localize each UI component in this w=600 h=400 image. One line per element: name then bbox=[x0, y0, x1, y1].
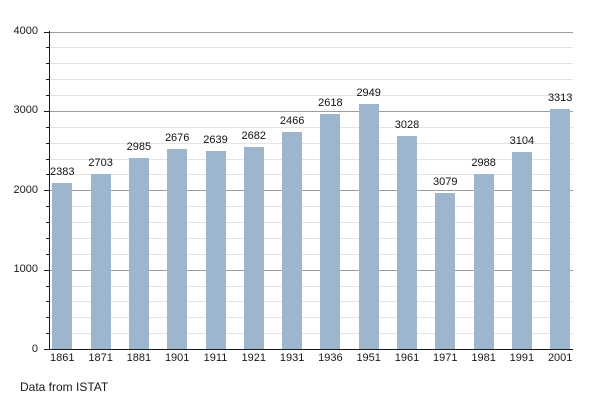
bar bbox=[397, 136, 417, 349]
gridline-minor bbox=[50, 222, 573, 223]
bar-value-label: 2466 bbox=[279, 115, 305, 128]
bar bbox=[128, 157, 149, 349]
y-tick-minor bbox=[46, 63, 50, 65]
y-tick-minor bbox=[46, 95, 50, 96]
gridline-minor bbox=[50, 333, 573, 335]
x-tick-label: 1981 bbox=[471, 352, 496, 364]
bar bbox=[473, 174, 494, 349]
gridline-major bbox=[50, 110, 573, 112]
bar bbox=[282, 132, 303, 349]
y-tick-minor bbox=[46, 222, 50, 223]
bar bbox=[358, 103, 379, 349]
y-tick-minor bbox=[46, 174, 50, 176]
bar-value-label: 2618 bbox=[318, 96, 343, 109]
gridline-minor bbox=[50, 63, 573, 65]
y-tick-major bbox=[44, 31, 50, 33]
bar-value-label: 2676 bbox=[164, 131, 190, 144]
y-tick-minor bbox=[46, 79, 50, 81]
bar-value-label: 2988 bbox=[471, 157, 496, 170]
x-tick-label: 2001 bbox=[547, 352, 573, 364]
y-tick-minor bbox=[46, 142, 50, 144]
bar bbox=[320, 113, 341, 349]
gridline-minor bbox=[50, 301, 573, 303]
gridline-major bbox=[50, 269, 573, 271]
bar-value-label: 2682 bbox=[241, 129, 267, 142]
y-tick-minor bbox=[46, 301, 50, 303]
y-tick-major bbox=[44, 269, 50, 271]
x-tick-label: 1921 bbox=[241, 352, 267, 364]
y-tick-label: 0 bbox=[31, 342, 38, 355]
y-tick-label: 1000 bbox=[13, 263, 38, 276]
bar bbox=[205, 150, 226, 349]
gridline-minor bbox=[50, 158, 573, 160]
y-tick-minor bbox=[46, 237, 50, 239]
x-tick-label: 1931 bbox=[279, 352, 305, 364]
x-tick-label: 1961 bbox=[394, 352, 420, 364]
y-tick-minor bbox=[46, 253, 50, 255]
gridline-minor bbox=[50, 47, 573, 49]
bar-value-label: 2949 bbox=[356, 86, 381, 99]
bar bbox=[243, 146, 264, 349]
y-tick-minor bbox=[46, 317, 50, 319]
gridline-minor bbox=[50, 174, 573, 176]
bar-value-label: 3104 bbox=[509, 134, 535, 147]
y-tick-label: 2000 bbox=[13, 183, 38, 196]
bar bbox=[550, 109, 571, 349]
bar-value-label: 3313 bbox=[547, 92, 573, 105]
bar bbox=[167, 148, 188, 349]
bar-value-label: 2985 bbox=[126, 140, 152, 153]
x-tick-label: 1936 bbox=[318, 352, 343, 364]
x-tick-label: 1991 bbox=[509, 352, 535, 364]
x-tick-label: 1901 bbox=[164, 352, 190, 364]
x-tick-label: 1951 bbox=[356, 352, 381, 364]
bar bbox=[52, 182, 73, 349]
x-tick-label: 1911 bbox=[203, 352, 228, 364]
gridline-minor bbox=[50, 253, 573, 255]
bar-value-label: 2639 bbox=[203, 133, 228, 146]
y-tick-minor bbox=[46, 206, 50, 208]
gridline-minor bbox=[50, 317, 573, 319]
x-tick-label: 1971 bbox=[433, 352, 458, 364]
gridline-minor bbox=[50, 237, 573, 239]
y-axis bbox=[49, 31, 51, 350]
gridline-minor bbox=[50, 206, 573, 208]
gridline-major bbox=[50, 31, 573, 33]
source-note: Data from ISTAT bbox=[20, 380, 109, 394]
gridline-minor bbox=[50, 126, 573, 128]
x-tick-label: 1871 bbox=[88, 352, 113, 364]
gridline-minor bbox=[50, 285, 573, 287]
y-tick-major bbox=[44, 190, 50, 192]
gridline-major bbox=[50, 190, 573, 192]
x-tick-label: 1881 bbox=[126, 352, 152, 364]
y-tick-major bbox=[44, 110, 50, 112]
gridline-minor bbox=[50, 142, 573, 144]
y-tick-label: 3000 bbox=[13, 104, 38, 117]
y-tick-minor bbox=[46, 285, 50, 287]
gridline-minor bbox=[50, 95, 573, 96]
bar-value-label: 3028 bbox=[394, 119, 420, 132]
y-tick-minor bbox=[46, 158, 50, 160]
y-tick-label: 4000 bbox=[13, 25, 38, 37]
bar bbox=[511, 151, 532, 349]
bar bbox=[90, 173, 111, 349]
y-tick-minor bbox=[46, 47, 50, 49]
x-axis bbox=[49, 349, 573, 350]
y-tick-minor bbox=[46, 333, 50, 335]
bar bbox=[435, 193, 456, 349]
y-tick-minor bbox=[46, 126, 50, 128]
gridline-minor bbox=[50, 79, 573, 81]
bar-value-label: 2383 bbox=[50, 165, 75, 178]
x-tick-label: 1861 bbox=[50, 352, 75, 364]
y-tick-major bbox=[44, 349, 50, 350]
bar-value-label: 2703 bbox=[88, 156, 113, 169]
bar-value-label: 3079 bbox=[433, 176, 458, 189]
